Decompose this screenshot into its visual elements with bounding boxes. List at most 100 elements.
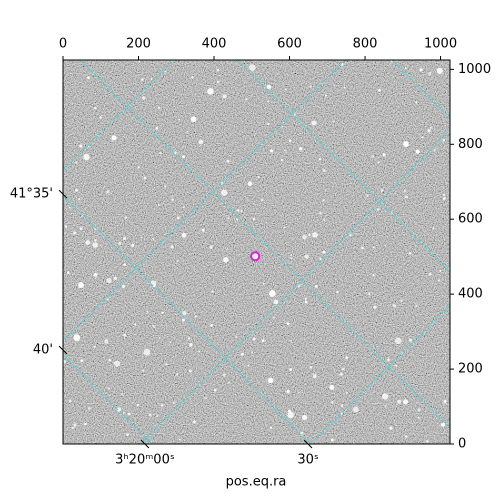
star xyxy=(190,75,194,79)
star xyxy=(301,414,308,421)
star xyxy=(397,399,402,404)
star xyxy=(209,245,213,249)
grid-line xyxy=(139,129,450,444)
world-y-tick-label: 40' xyxy=(33,342,53,357)
x-tick-label: 0 xyxy=(59,37,67,52)
star xyxy=(273,299,279,305)
world-grid xyxy=(63,60,450,444)
star xyxy=(290,339,292,342)
star xyxy=(280,158,284,162)
star xyxy=(99,116,103,119)
star xyxy=(176,259,179,262)
star xyxy=(158,106,161,109)
world-y-tick xyxy=(58,189,68,199)
star xyxy=(182,155,185,159)
star xyxy=(87,145,90,148)
star xyxy=(141,78,144,81)
star xyxy=(92,242,98,248)
star xyxy=(93,345,96,348)
star xyxy=(152,237,155,240)
star xyxy=(193,420,196,424)
star xyxy=(331,401,334,404)
star xyxy=(71,426,75,430)
star xyxy=(428,272,432,276)
star xyxy=(104,339,109,344)
star xyxy=(436,67,443,74)
star xyxy=(198,139,204,145)
star xyxy=(290,257,293,260)
star xyxy=(297,284,301,288)
star xyxy=(361,246,364,250)
star xyxy=(297,392,300,394)
star xyxy=(124,216,128,219)
star xyxy=(394,337,402,345)
star xyxy=(181,232,187,238)
star xyxy=(80,359,84,363)
star xyxy=(322,169,326,173)
grid-line xyxy=(63,60,346,341)
star xyxy=(261,339,265,343)
star xyxy=(417,416,420,419)
star xyxy=(266,84,272,90)
star xyxy=(415,304,418,308)
star xyxy=(314,285,318,289)
star xyxy=(311,120,317,126)
star xyxy=(247,364,250,367)
star xyxy=(176,373,179,376)
star xyxy=(286,322,290,325)
y-tick-label: 200 xyxy=(458,362,483,377)
star xyxy=(302,235,307,240)
star xyxy=(442,138,446,142)
star xyxy=(136,403,139,407)
world-y-tick-label: 41°35' xyxy=(10,187,53,202)
star xyxy=(161,311,164,314)
star xyxy=(226,159,230,163)
star xyxy=(371,155,375,158)
star xyxy=(300,431,304,435)
star xyxy=(152,324,154,327)
star xyxy=(153,326,155,328)
y-tick-label: 400 xyxy=(458,287,483,302)
world-x-tick xyxy=(303,439,313,449)
star xyxy=(142,369,145,372)
star xyxy=(189,343,193,347)
star xyxy=(188,369,192,373)
star xyxy=(395,364,398,367)
star xyxy=(210,324,213,327)
star xyxy=(378,88,381,92)
star xyxy=(340,404,344,408)
star xyxy=(304,300,308,304)
star xyxy=(380,189,384,192)
world-y-tick xyxy=(58,345,68,355)
star xyxy=(94,239,97,242)
x-axis-label: pos.eq.ra xyxy=(226,475,287,490)
x-tick-label: 800 xyxy=(353,37,378,52)
star xyxy=(64,225,68,228)
star xyxy=(309,366,313,369)
grid-line xyxy=(79,60,450,429)
star xyxy=(408,338,413,342)
star xyxy=(204,397,207,400)
star xyxy=(404,435,408,438)
star xyxy=(267,377,274,384)
star xyxy=(319,257,322,260)
star xyxy=(267,123,270,126)
star xyxy=(134,323,137,326)
star xyxy=(216,69,220,72)
star xyxy=(240,352,244,356)
star xyxy=(123,333,127,337)
star xyxy=(336,290,339,294)
star xyxy=(182,311,187,316)
star xyxy=(245,98,248,101)
star xyxy=(155,127,159,130)
star xyxy=(113,276,117,280)
star xyxy=(194,315,197,318)
star xyxy=(69,399,72,403)
x-tick-label: 400 xyxy=(202,37,227,52)
star xyxy=(142,96,146,100)
star xyxy=(78,282,84,289)
star xyxy=(94,106,97,110)
star xyxy=(107,387,111,390)
star xyxy=(176,216,180,220)
marker xyxy=(250,251,261,262)
